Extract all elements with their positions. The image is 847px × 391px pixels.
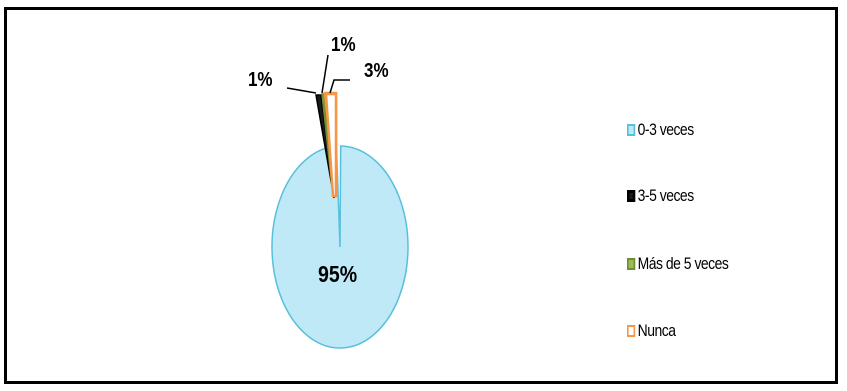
legend-item-0-3-veces: 0-3 veces xyxy=(627,119,694,141)
legend-swatch xyxy=(627,325,636,337)
data-label-mas-de-5-veces: 1% xyxy=(331,33,356,56)
pie-slice-nunca-outline xyxy=(324,92,338,198)
leader-line-nunca xyxy=(329,79,350,94)
leader-line-mas-de-5-veces xyxy=(321,54,329,94)
legend-item-mas-de-5-veces: Más de 5 veces xyxy=(627,253,729,275)
legend-label: Nunca xyxy=(637,321,676,340)
chart-frame xyxy=(4,7,838,384)
legend-label: 3-5 veces xyxy=(637,186,695,205)
legend-swatch xyxy=(627,124,636,136)
data-label-0-3-veces: 95% xyxy=(318,262,357,288)
data-label-3-5-veces: 1% xyxy=(248,68,273,91)
data-label-nunca: 3% xyxy=(364,59,389,82)
legend-item-3-5-veces: 3-5 veces xyxy=(627,185,694,207)
legend-label: 0-3 veces xyxy=(637,120,695,139)
legend-item-nunca: Nunca xyxy=(627,320,676,342)
legend-label: Más de 5 veces xyxy=(637,254,729,273)
leader-line-3-5-veces xyxy=(286,87,317,94)
pie-slice-0-3-veces xyxy=(271,145,409,349)
legend-swatch xyxy=(627,190,636,202)
legend-swatch xyxy=(627,258,636,270)
